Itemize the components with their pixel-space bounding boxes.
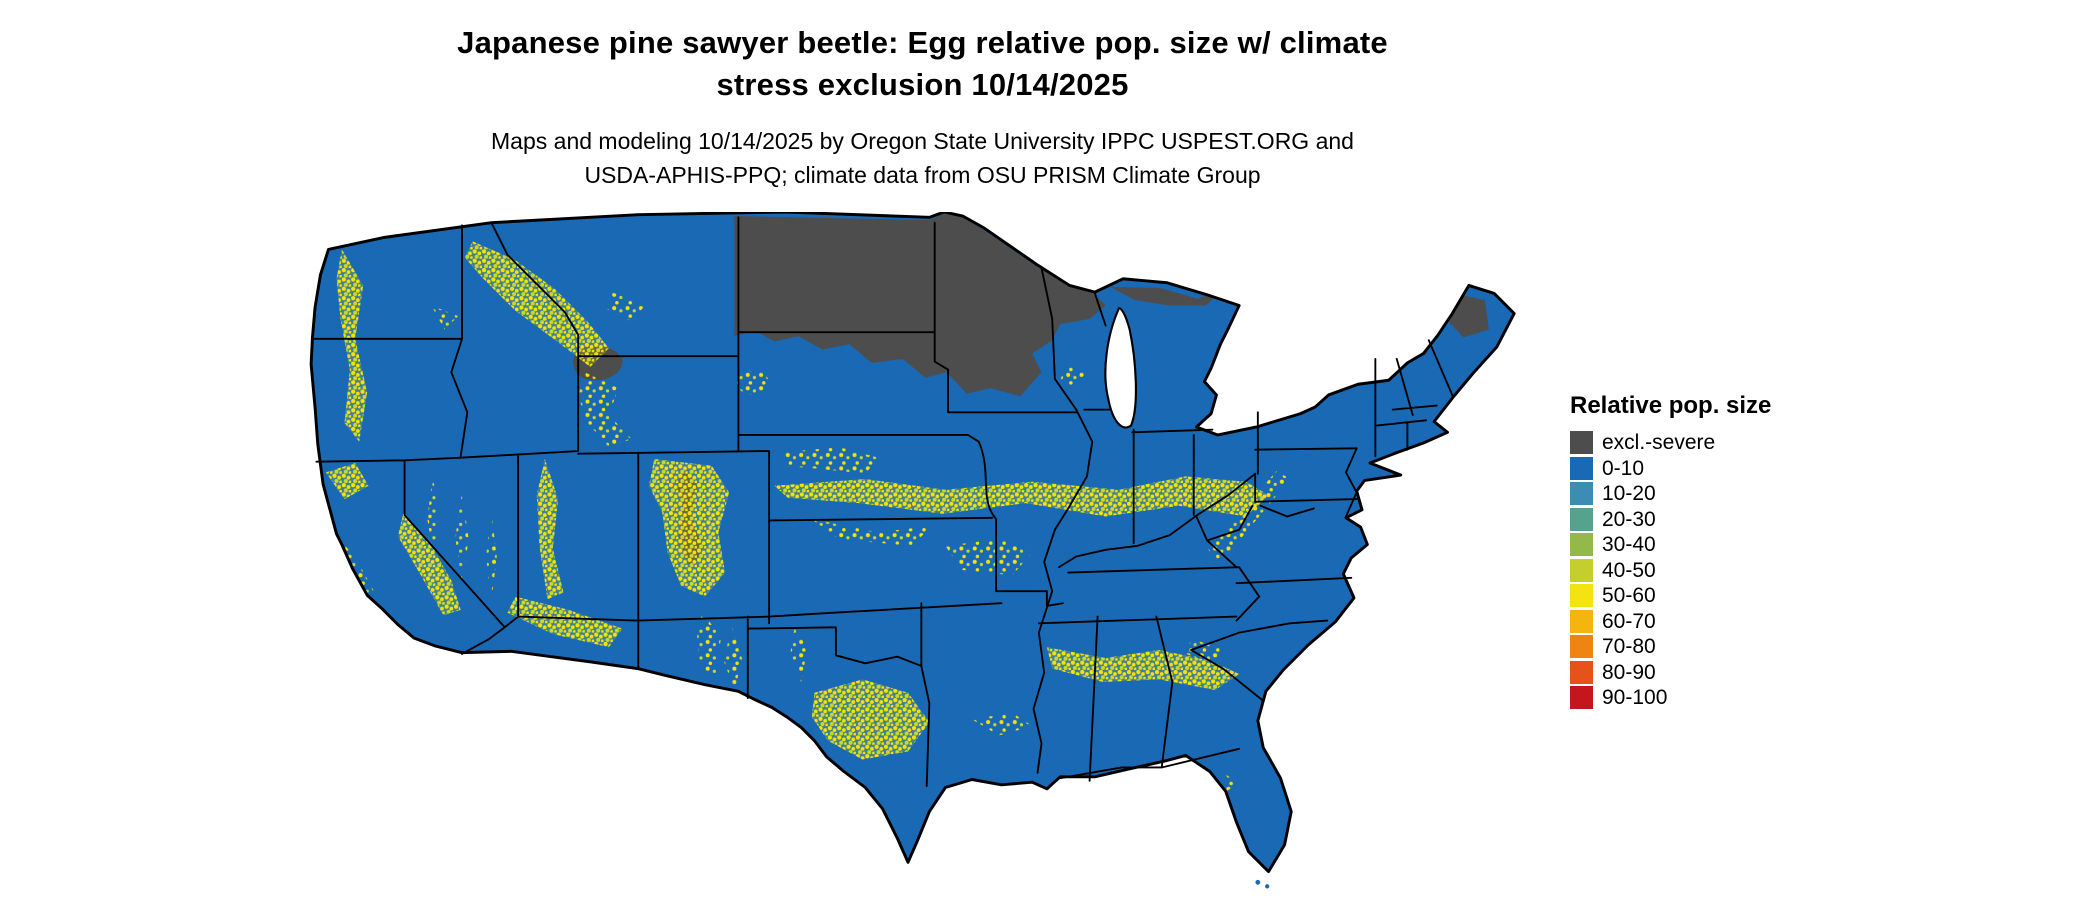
subtitle-line-2: USDA-APHIS-PPQ; climate data from OSU PR… <box>584 162 1261 188</box>
exclusion-region-north <box>734 213 1106 397</box>
speckle-wyoming-ranges <box>578 372 632 448</box>
speckle-klamath <box>325 463 369 500</box>
speckle-appalachians <box>1207 471 1290 562</box>
exclusion-region-adirondacks <box>1345 353 1368 370</box>
legend-swatch <box>1570 660 1593 684</box>
legend-swatch <box>1570 431 1593 455</box>
legend-item: 10-20 <box>1570 481 1771 507</box>
legend-item: 60-70 <box>1570 609 1771 635</box>
speckle-ozarks <box>945 539 1033 576</box>
legend-item: 40-50 <box>1570 558 1771 584</box>
legend-item: 90-100 <box>1570 685 1771 711</box>
legend-label: excl.-severe <box>1602 431 1716 455</box>
legend-item: 70-80 <box>1570 634 1771 660</box>
legend-item: 80-90 <box>1570 660 1771 686</box>
legend-swatch <box>1570 456 1593 480</box>
speckle-wasatch <box>536 459 564 600</box>
legend-swatch <box>1570 533 1593 557</box>
speckle-nevada-ranges <box>427 476 497 602</box>
legend-title: Relative pop. size <box>1570 392 1772 419</box>
page-title: Japanese pine sawyer beetle: Egg relativ… <box>0 22 1845 106</box>
figure-header: Japanese pine sawyer beetle: Egg relativ… <box>0 22 1845 106</box>
subtitle-line-1: Maps and modeling 10/14/2025 by Oregon S… <box>491 128 1354 154</box>
legend-label: 10-20 <box>1602 482 1656 506</box>
legend-item: 20-30 <box>1570 507 1771 533</box>
speckle-cascades <box>336 249 368 442</box>
legend-item: 0-10 <box>1570 456 1771 482</box>
legend-item: 30-40 <box>1570 532 1771 558</box>
speckle-colorado <box>648 459 730 597</box>
legend-label: 90-100 <box>1602 686 1668 710</box>
speckle-new-mexico <box>697 612 743 691</box>
legend-swatch <box>1570 558 1593 582</box>
us-map <box>309 210 1516 889</box>
legend-swatch <box>1570 635 1593 659</box>
legend-swatch <box>1570 609 1593 633</box>
florida-keys <box>1255 879 1270 889</box>
map-container <box>304 210 1520 893</box>
legend-label: 60-70 <box>1602 609 1656 633</box>
speckle-mogollon-rim <box>507 596 623 648</box>
speckle-louisiana <box>972 712 1033 736</box>
legend-swatch <box>1570 686 1593 710</box>
speckle-driftless <box>1060 365 1086 389</box>
speckle-caprock <box>790 619 807 683</box>
state-borders <box>311 216 1454 788</box>
speckle-black-hills <box>737 370 770 395</box>
title-line-2: stress exclusion 10/14/2025 <box>716 67 1129 102</box>
figure-subtitle: Maps and modeling 10/14/2025 by Oregon S… <box>0 124 1845 192</box>
speckle-central-plains-band <box>774 476 1269 517</box>
us-outline <box>309 210 1516 874</box>
exclusion-region-upper-michigan <box>1109 286 1224 306</box>
legend-item: 50-60 <box>1570 583 1771 609</box>
legend-label: 50-60 <box>1602 584 1656 608</box>
legend-label: 30-40 <box>1602 533 1656 557</box>
speckle-davis-mountains <box>769 719 796 749</box>
legend-item: excl.-severe <box>1570 430 1771 456</box>
legend-swatch <box>1570 507 1593 531</box>
speckle-northern-rockies <box>464 241 609 367</box>
speckle-sierra-nevada <box>397 513 461 616</box>
title-line-1: Japanese pine sawyer beetle: Egg relativ… <box>457 25 1388 60</box>
legend-swatch <box>1570 584 1593 608</box>
speckle-kansas-oklahoma <box>811 519 933 546</box>
speckle-edwards-plateau <box>811 679 930 760</box>
legend-label: 40-50 <box>1602 558 1656 582</box>
legend-swatch <box>1570 482 1593 506</box>
legend-label: 20-30 <box>1602 507 1656 531</box>
speckle-piedmont <box>1183 639 1226 664</box>
lake-michigan <box>1104 307 1137 429</box>
legend: Relative pop. size excl.-severe 0-10 10-… <box>1570 392 1771 711</box>
legend-label: 0-10 <box>1602 456 1645 480</box>
speckle-nebraska <box>782 447 879 474</box>
legend-label: 70-80 <box>1602 635 1656 659</box>
legend-label: 80-90 <box>1602 660 1656 684</box>
